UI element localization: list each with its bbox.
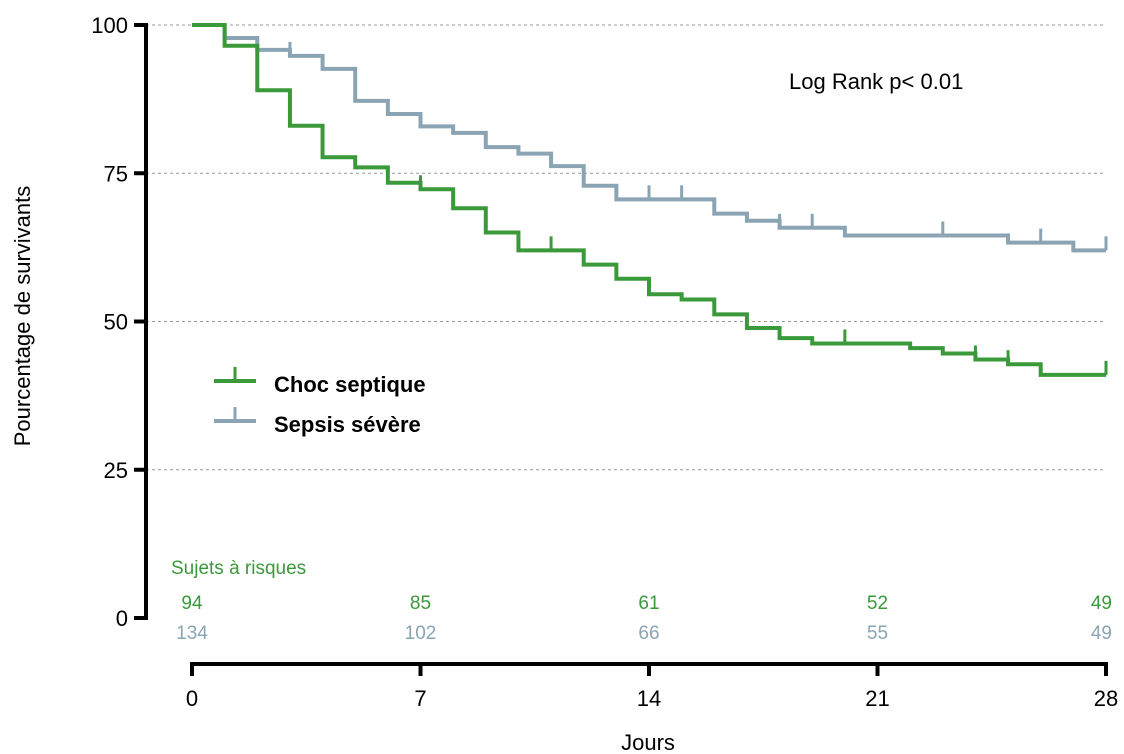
legend-symbol-sepsis-severe bbox=[214, 407, 256, 423]
x-tick-label-7: 7 bbox=[414, 686, 426, 711]
series-line-sepsis-severe bbox=[192, 23, 1106, 253]
y-tick-label-75: 75 bbox=[104, 161, 128, 186]
x-tick-label-21: 21 bbox=[865, 686, 889, 711]
y-axis-title: Pourcentage de survivants bbox=[10, 186, 35, 447]
x-tick-label-0: 0 bbox=[186, 686, 198, 711]
at-risk-count: 49 bbox=[1091, 593, 1112, 614]
axes: 0 25 50 75 100 0 7 14 21 28 bbox=[91, 13, 1118, 711]
at-risk-title: Sujets à risques bbox=[171, 558, 306, 579]
at-risk-count: 55 bbox=[867, 623, 888, 644]
x-tick-label-28: 28 bbox=[1094, 686, 1118, 711]
y-tick-label-50: 50 bbox=[104, 310, 128, 335]
gridlines bbox=[146, 24, 1106, 471]
at-risk-count: 134 bbox=[176, 623, 208, 644]
y-tick-label-0: 0 bbox=[116, 606, 128, 631]
legend-symbol-choc-septique bbox=[214, 367, 256, 383]
y-tick-label-100: 100 bbox=[91, 13, 128, 38]
legend: Choc septique Sepsis sévère bbox=[214, 367, 426, 437]
at-risk-count: 61 bbox=[638, 593, 659, 614]
at-risk-count: 102 bbox=[405, 623, 437, 644]
legend-label-choc-septique: Choc septique bbox=[274, 372, 426, 397]
at-risk-table: Sujets à risques 94 85 61 52 49 134 102 66 55 49 bbox=[171, 558, 1112, 644]
legend-label-sepsis-severe: Sepsis sévère bbox=[274, 412, 421, 437]
x-tick-label-14: 14 bbox=[637, 686, 661, 711]
at-risk-count: 49 bbox=[1091, 623, 1112, 644]
at-risk-count: 94 bbox=[181, 593, 203, 614]
at-risk-count: 66 bbox=[638, 623, 659, 644]
at-risk-count: 85 bbox=[410, 593, 431, 614]
at-risk-count: 52 bbox=[867, 593, 888, 614]
y-tick-label-25: 25 bbox=[104, 458, 128, 483]
log-rank-annotation: Log Rank p< 0.01 bbox=[789, 69, 963, 94]
series-layer bbox=[192, 23, 1108, 377]
x-axis-title: Jours bbox=[621, 730, 675, 754]
